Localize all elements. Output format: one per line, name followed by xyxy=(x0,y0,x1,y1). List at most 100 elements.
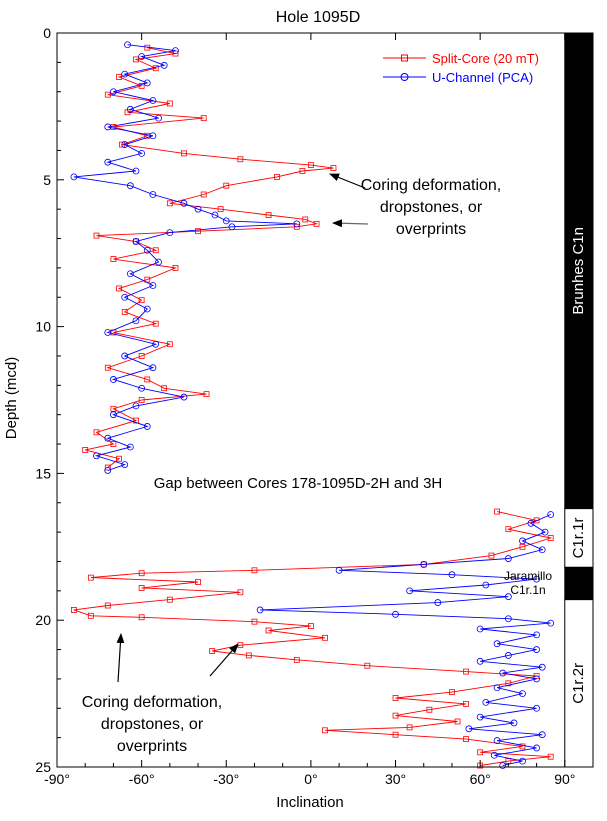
u-channel-point-31 xyxy=(149,282,157,289)
u-channel-point-63 xyxy=(434,599,442,606)
series-group xyxy=(70,41,555,769)
split-core-point-92 xyxy=(392,731,399,738)
u-channel-point-18 xyxy=(126,182,134,190)
u-channel-point-36 xyxy=(152,340,160,348)
split-core-point-68 xyxy=(104,602,111,609)
u-channel-point-82 xyxy=(510,719,518,727)
u-channel-point-9 xyxy=(126,105,134,113)
u-channel-point-7 xyxy=(110,88,117,96)
split-core-point-8 xyxy=(166,100,173,107)
u-channel-point-79 xyxy=(482,699,490,706)
split-core-point-83 xyxy=(505,680,512,687)
split-core-point-35 xyxy=(116,285,122,292)
legend-marker-2 xyxy=(400,73,409,81)
legend-label-2: U-Channel (PCA) xyxy=(432,70,533,85)
u-channel-point-81 xyxy=(476,713,484,721)
u-channel-point-62 xyxy=(504,593,512,601)
u-channel-point-3 xyxy=(138,53,146,60)
u-channel-point-88 xyxy=(519,757,526,765)
upper-annotation-line-2: dropstones, or xyxy=(380,199,483,216)
split-core-point-86 xyxy=(463,700,469,707)
u-channel-point-20 xyxy=(180,199,188,207)
y-axis-label: Depth (mcd) xyxy=(3,357,20,440)
u-channel-point-2 xyxy=(172,47,179,55)
upper-annotation-line-3: overprints xyxy=(396,221,466,238)
u-channel-point-46 xyxy=(126,443,134,451)
split-core-point-45 xyxy=(203,391,210,398)
split-core-point-30 xyxy=(133,238,139,245)
split-core-point-16 xyxy=(307,162,314,169)
split-core-point-90 xyxy=(406,724,413,731)
split-core-point-80 xyxy=(364,662,371,669)
split-core-point-59 xyxy=(488,552,495,559)
split-core-point-5 xyxy=(116,74,122,80)
split-core-point-21 xyxy=(200,191,207,198)
split-core-point-18 xyxy=(299,168,306,174)
u-channel-point-11 xyxy=(104,123,112,131)
split-core-point-55 xyxy=(533,517,540,524)
polarity-label-4: C1r.2r xyxy=(570,663,587,704)
u-channel-point-10 xyxy=(155,114,162,122)
u-channel-point-44 xyxy=(143,423,151,430)
polarity-label-1: Brunhes C1n xyxy=(570,227,587,315)
u-channel-point-89 xyxy=(499,762,507,769)
split-core-point-62 xyxy=(138,570,145,577)
split-core-point-37 xyxy=(121,309,128,315)
split-core-point-15 xyxy=(237,156,244,163)
u-channel-point-25 xyxy=(228,223,236,231)
split-core-point-50 xyxy=(110,441,117,447)
split-core-point-40 xyxy=(166,341,173,348)
jaramillo-label-line-1: Jaramillo xyxy=(504,569,552,583)
u-channel-point-61 xyxy=(406,587,414,595)
u-channel-point-87 xyxy=(490,751,498,759)
split-core-point-75 xyxy=(322,634,328,641)
y-tick-label-1: 0 xyxy=(43,25,51,41)
split-core-point-73 xyxy=(307,623,314,629)
split-core-point-26 xyxy=(313,220,320,227)
x-tick-label-4: 0° xyxy=(304,771,317,787)
u-channel-point-83 xyxy=(465,725,473,733)
split-core-point-65 xyxy=(138,585,145,591)
u-channel-point-77 xyxy=(493,684,501,692)
u-channel-point-58 xyxy=(448,571,456,579)
split-core-point-85 xyxy=(392,695,399,701)
u-channel-point-13 xyxy=(121,141,129,148)
polarity-bar-3 xyxy=(564,566,594,601)
u-channel-point-76 xyxy=(533,675,540,683)
split-core-point-36 xyxy=(138,297,145,304)
split-core-point-29 xyxy=(93,232,100,239)
split-core-point-49 xyxy=(93,429,100,436)
polarity-column: Brunhes C1n C1r.1r C1r.2r xyxy=(564,32,594,768)
u-channel-point-32 xyxy=(121,293,129,301)
split-core-point-57 xyxy=(547,535,554,541)
u-channel-point-17 xyxy=(70,173,78,181)
split-core-point-56 xyxy=(505,526,512,533)
u-channel-point-64 xyxy=(256,606,264,614)
u-channel-point-53 xyxy=(519,537,526,545)
split-core-point-52 xyxy=(116,455,122,462)
u-channel-point-48 xyxy=(121,461,129,468)
split-core-point-31 xyxy=(152,247,159,254)
split-core-point-27 xyxy=(293,223,300,230)
x-tick-label-6: 60° xyxy=(470,771,491,787)
split-core-point-51 xyxy=(82,447,89,453)
u-channel-point-49 xyxy=(104,467,112,474)
split-core-point-14 xyxy=(181,150,187,157)
split-core-point-89 xyxy=(454,718,461,725)
u-channel-point-67 xyxy=(547,619,555,627)
u-channel-point-38 xyxy=(149,364,157,372)
u-channel-point-4 xyxy=(160,61,168,69)
polarity-label-2: C1r.1r xyxy=(570,518,587,559)
u-channel-point-86 xyxy=(533,744,540,752)
u-channel-point-45 xyxy=(104,434,112,442)
split-core-point-64 xyxy=(195,579,201,585)
split-core-point-91 xyxy=(322,727,328,734)
u-channel-point-50 xyxy=(547,511,555,518)
split-core-point-81 xyxy=(463,668,469,675)
u-channel-point-55 xyxy=(504,555,512,562)
u-channel-point-6 xyxy=(143,79,151,87)
u-channel-point-29 xyxy=(155,258,162,266)
split-core-point-46 xyxy=(138,397,145,403)
u-channel-point-51 xyxy=(527,519,535,527)
